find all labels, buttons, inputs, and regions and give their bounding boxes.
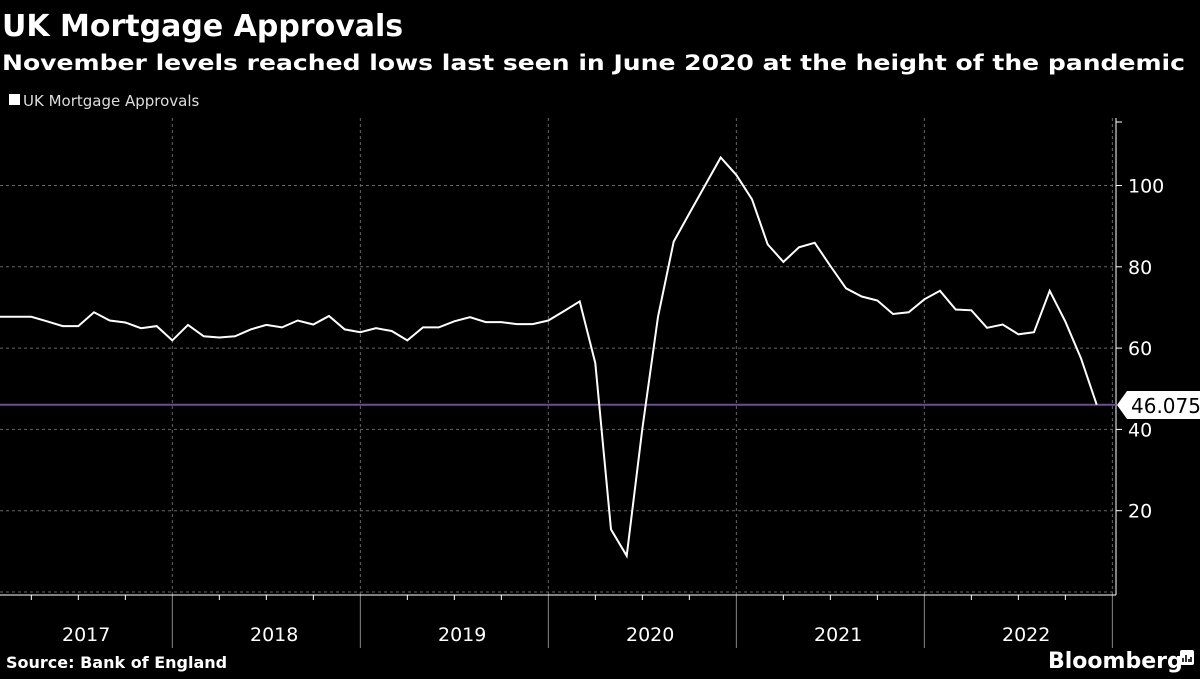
last-value-text: 46.075 (1131, 394, 1200, 418)
chart-subtitle: November levels reached lows last seen i… (2, 51, 1185, 75)
chart-title: UK Mortgage Approvals (2, 9, 403, 44)
x-tick-label: 2022 (1002, 624, 1050, 646)
source-note: Source: Bank of England (6, 653, 227, 672)
chart-icon (1180, 650, 1194, 665)
legend-label: UK Mortgage Approvals (23, 92, 200, 110)
y-tick-label: 100 (1128, 176, 1164, 198)
last-value-label: 46.075 (1117, 391, 1200, 419)
legend-swatch (9, 94, 20, 105)
y-tick-label: 40 (1128, 419, 1152, 441)
x-tick-label: 2020 (626, 624, 674, 646)
y-tick-label: 80 (1128, 257, 1152, 279)
logo-text: Bloomberg (1048, 649, 1183, 674)
x-tick-label: 2018 (250, 624, 298, 646)
gridlines (0, 118, 1116, 595)
y-tick-label: 20 (1128, 501, 1152, 523)
axes: 20 40 60 80 100 2017 2018 2019 2020 2021 2022 (0, 118, 1164, 648)
y-tick-label: 60 (1128, 338, 1152, 360)
x-tick-label: 2021 (814, 624, 862, 646)
x-tick-label: 2017 (62, 624, 110, 646)
x-tick-label: 2019 (438, 624, 486, 646)
bloomberg-logo: Bloomberg (1048, 649, 1194, 674)
